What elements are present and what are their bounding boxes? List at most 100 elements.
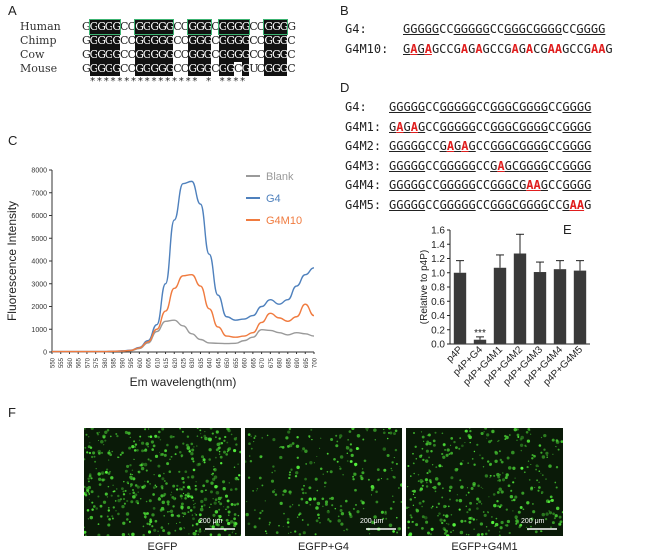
fluorescent-cell: [215, 448, 219, 452]
x-tick-label: 615: [164, 357, 170, 368]
fluorescent-cell: [477, 484, 480, 488]
fluorescent-cell: [354, 488, 357, 492]
g-run-highlight-box: [187, 19, 213, 35]
fluorescent-cell: [555, 486, 558, 489]
fluorescent-cell: [450, 451, 454, 455]
fluorescent-cell: [191, 524, 194, 527]
fluorescent-cell: [194, 512, 196, 514]
mutated-base: A: [410, 42, 418, 56]
fluorescent-cell: [376, 468, 380, 472]
fluorescent-cell: [319, 447, 321, 449]
fluorescent-cell: [386, 478, 389, 481]
fluorescent-cell: [326, 510, 330, 514]
fluorescent-cell: [274, 493, 278, 496]
fluorescent-cell: [111, 517, 114, 520]
alignment-base: C: [120, 48, 129, 61]
fluorescent-cell: [128, 520, 131, 523]
fluorescent-cell: [137, 470, 141, 474]
fluorescent-cell: [504, 524, 507, 527]
sequence-segment: CC: [439, 22, 454, 36]
fluorescent-cell: [497, 504, 500, 508]
fluorescent-cell: [487, 460, 490, 463]
y-tick-label: 4000: [31, 259, 47, 266]
fluorescent-cell: [127, 533, 130, 535]
x-tick-label: 635: [199, 357, 205, 368]
alignment-base: C: [120, 62, 129, 75]
fluorescent-cell: [166, 443, 169, 447]
fluorescent-cell: [526, 501, 530, 505]
species-label: Cow: [20, 48, 45, 61]
fluorescent-cell: [266, 434, 269, 437]
fluorescent-cell: [443, 519, 446, 522]
fluorescent-cell: [476, 507, 479, 510]
alignment-base: G: [234, 34, 243, 48]
fluorescent-cell: [441, 521, 444, 525]
fluorescent-cell: [523, 471, 526, 474]
fluorescent-cell: [218, 437, 221, 440]
fluorescent-cell: [98, 431, 100, 433]
fluorescent-cell: [213, 469, 216, 471]
fluorescent-cell: [351, 428, 355, 430]
fluorescent-cell: [179, 494, 183, 498]
fluorescent-cell: [406, 506, 409, 510]
fluorescent-cell: [291, 504, 294, 506]
x-tick-label: 565: [77, 357, 83, 368]
fluorescent-cell: [115, 510, 117, 512]
fluorescent-cell: [496, 490, 500, 494]
fluorescent-cell: [467, 491, 470, 494]
fluorescent-cell: [104, 470, 108, 474]
bar: [493, 267, 507, 344]
fluorescent-cell: [534, 530, 538, 534]
fluorescent-cell: [348, 511, 351, 514]
fluorescent-cell: [151, 448, 154, 451]
fluorescent-cell: [319, 467, 323, 471]
fluorescent-cell: [190, 442, 194, 446]
fluorescent-cell: [516, 439, 518, 441]
fluorescent-cell: [540, 436, 543, 439]
fluorescent-cell: [181, 512, 184, 515]
alignment-base: G: [203, 62, 213, 76]
sequence-segment: GGGC: [490, 139, 520, 153]
alignment-base: G: [97, 34, 106, 48]
fluorescent-cell: [486, 437, 488, 439]
fluorescent-cell: [93, 455, 96, 458]
fluorescent-cell: [226, 441, 229, 444]
fluorescent-cell: [505, 473, 509, 477]
fluorescent-cell: [528, 429, 531, 432]
fluorescent-cell: [193, 505, 196, 509]
fluorescent-cell: [529, 433, 532, 435]
fluorescent-cell: [391, 469, 393, 472]
fluorescent-cell: [407, 526, 410, 529]
fluorescent-cell: [366, 430, 368, 432]
fluorescent-cell: [427, 531, 430, 535]
fluorescent-cell: [498, 505, 502, 509]
fluorescent-cell: [418, 501, 422, 505]
fluorescent-cell: [517, 436, 520, 438]
fluorescent-cell: [233, 503, 237, 507]
y-tick-label: 0.2: [431, 325, 445, 336]
bar: [513, 253, 527, 344]
alignment-base: C: [173, 62, 182, 75]
fluorescent-cell: [509, 494, 514, 499]
fluorescent-cell: [208, 448, 212, 452]
fluorescent-cell: [192, 517, 195, 521]
fluorescent-cell: [514, 495, 518, 499]
fluorescent-cell: [181, 509, 183, 511]
fluorescent-cell: [491, 429, 495, 434]
fluorescent-cell: [151, 525, 154, 528]
mutated-base: A: [446, 139, 455, 153]
fluorescent-cell: [215, 456, 217, 459]
x-tick-label: 550: [51, 357, 57, 368]
fluorescent-cell: [193, 504, 195, 506]
fluorescent-cell: [218, 508, 221, 511]
fluorescent-cell: [316, 502, 319, 505]
fluorescent-cell: [425, 520, 429, 524]
fluorescent-cell: [350, 453, 354, 457]
fluorescent-cell: [491, 516, 493, 518]
fluorescent-cell: [237, 514, 240, 517]
fluorescent-cell: [497, 480, 499, 482]
sequence-segment: G: [540, 178, 548, 192]
fluorescent-cell: [425, 449, 429, 453]
fluorescent-cell: [130, 500, 134, 504]
fluorescent-cell: [134, 443, 138, 446]
